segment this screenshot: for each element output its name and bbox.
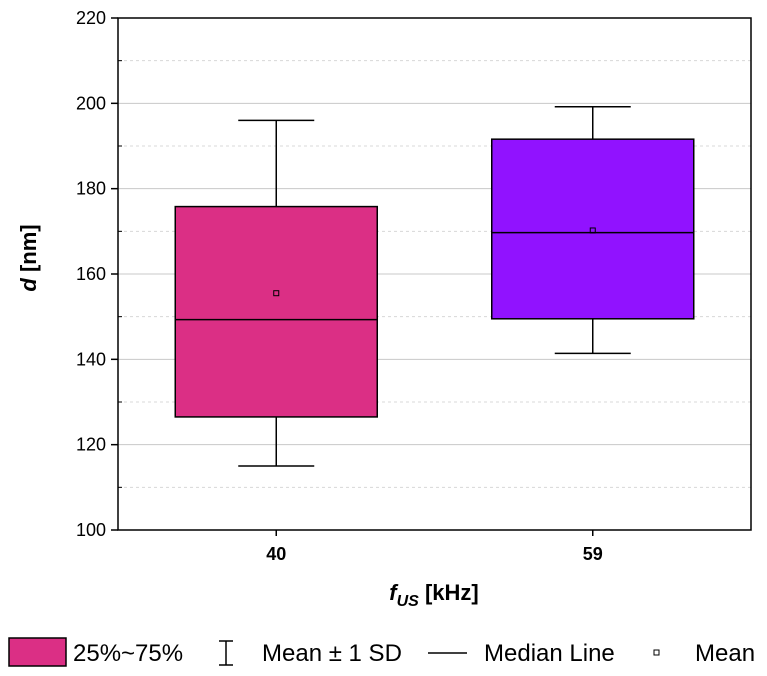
mean-marker (273, 290, 280, 297)
x-axis-title: fUS [kHz] (389, 580, 478, 610)
x-axis-title-sub: US (397, 593, 420, 610)
legend-mean-icon (653, 649, 660, 656)
x-tick-label: 59 (583, 544, 603, 564)
x-axis-title-unit: [kHz] (419, 580, 479, 605)
box-40 (174, 119, 378, 467)
y-axis-ticks: 100 120 140 160 180 200 220 (76, 8, 122, 540)
y-axis-title: d [nm] (16, 224, 41, 291)
legend-box-swatch (8, 637, 67, 667)
y-tick-label: 140 (76, 349, 106, 369)
y-tick-label: 180 (76, 179, 106, 199)
iqr-box (491, 138, 695, 320)
x-tick-label: 40 (266, 544, 286, 564)
y-tick-label: 200 (76, 93, 106, 113)
mean-marker (589, 227, 596, 234)
y-tick-label: 120 (76, 435, 106, 455)
x-axis-title-main: f (389, 580, 399, 605)
legend-whisker-icon (219, 640, 233, 666)
box-series (174, 105, 695, 467)
y-axis-title-main: d (16, 278, 41, 292)
legend-box-label: 25%~75% (73, 640, 183, 667)
y-axis-title-unit: [nm] (16, 224, 41, 278)
box-59 (491, 105, 695, 355)
y-tick-label: 220 (76, 8, 106, 28)
legend-median-label: Median Line (484, 640, 615, 667)
iqr-box (174, 205, 378, 418)
legend-mean-label: Mean (695, 640, 755, 667)
y-tick-label: 100 (76, 520, 106, 540)
x-axis-ticks: 40 59 (266, 530, 603, 564)
legend-whisker-label: Mean ± 1 SD (262, 640, 402, 667)
legend: 25%~75% Mean ± 1 SD Median Line Mean (8, 637, 755, 667)
y-tick-label: 160 (76, 264, 106, 284)
